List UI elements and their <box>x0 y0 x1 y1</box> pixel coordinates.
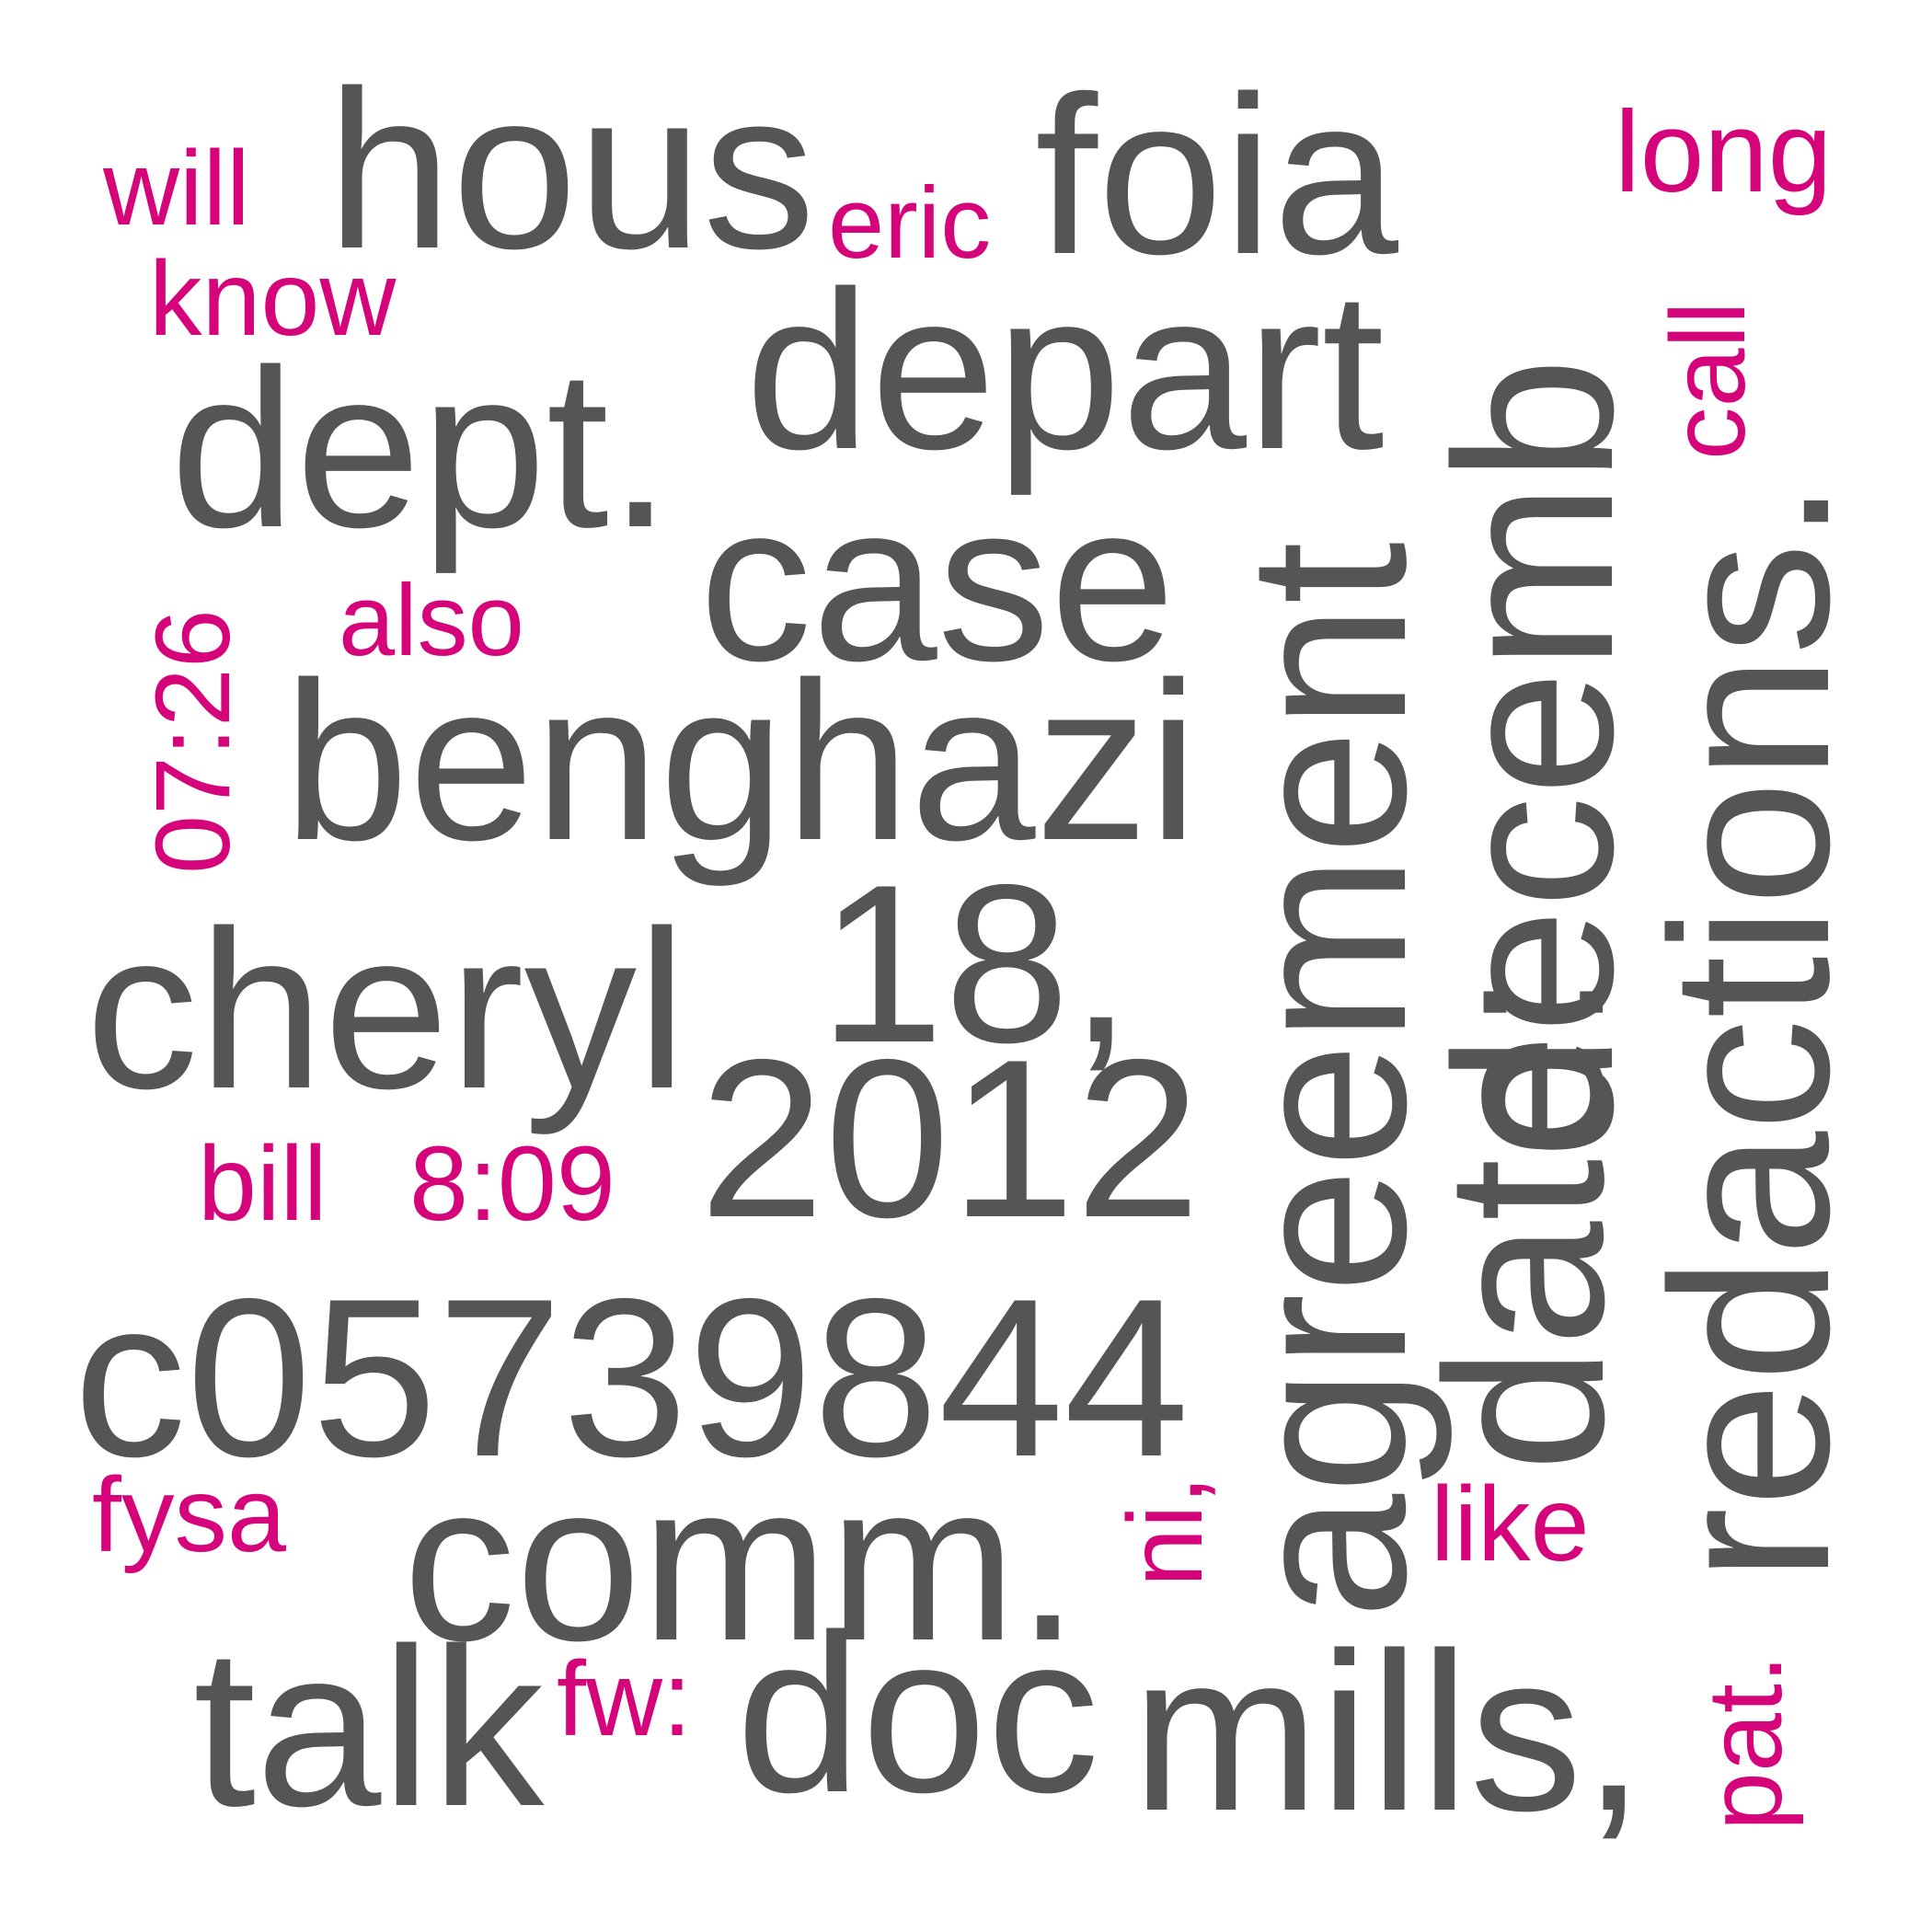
word-ni: ni, <box>1107 1475 1225 1587</box>
word-bill: bill <box>198 1125 328 1243</box>
word-fw: fw: <box>557 1640 692 1758</box>
word-doc: doc <box>736 1587 1100 1839</box>
word-fysa: fysa <box>92 1456 286 1574</box>
word-mills: mills, <box>1132 1605 1645 1857</box>
word-talk: talk <box>193 1601 545 1853</box>
word-c05739844: c05739844 <box>74 1251 1190 1503</box>
word-call: call <box>1650 301 1767 460</box>
word-cheryl: cheryl <box>86 883 687 1135</box>
word-will: will <box>103 130 250 247</box>
word-dept: dept. <box>170 322 672 574</box>
word-18: 18, <box>819 837 1133 1089</box>
word-also: also <box>339 564 524 677</box>
word-date: date: <box>1398 971 1650 1472</box>
word-07-26: 07:26 <box>134 609 252 874</box>
word-comm: comm. <box>403 1435 1079 1687</box>
word-8-09: 8:09 <box>409 1125 615 1243</box>
word-foia: foia <box>1035 49 1399 301</box>
word-pat: pat. <box>1686 1654 1804 1831</box>
word-hous: hous <box>327 43 816 295</box>
word-eric: eric <box>828 167 992 280</box>
word-like: like <box>1431 1466 1590 1583</box>
word-long: long <box>1615 88 1833 216</box>
word-redactions: redactions. <box>1624 479 1876 1582</box>
word-depart: depart <box>745 244 1385 496</box>
word-benghazi: benghazi <box>283 635 1199 887</box>
word-know: know <box>149 240 397 358</box>
word-2012: 2012 <box>699 1012 1202 1264</box>
word-case: case <box>699 455 1176 707</box>
